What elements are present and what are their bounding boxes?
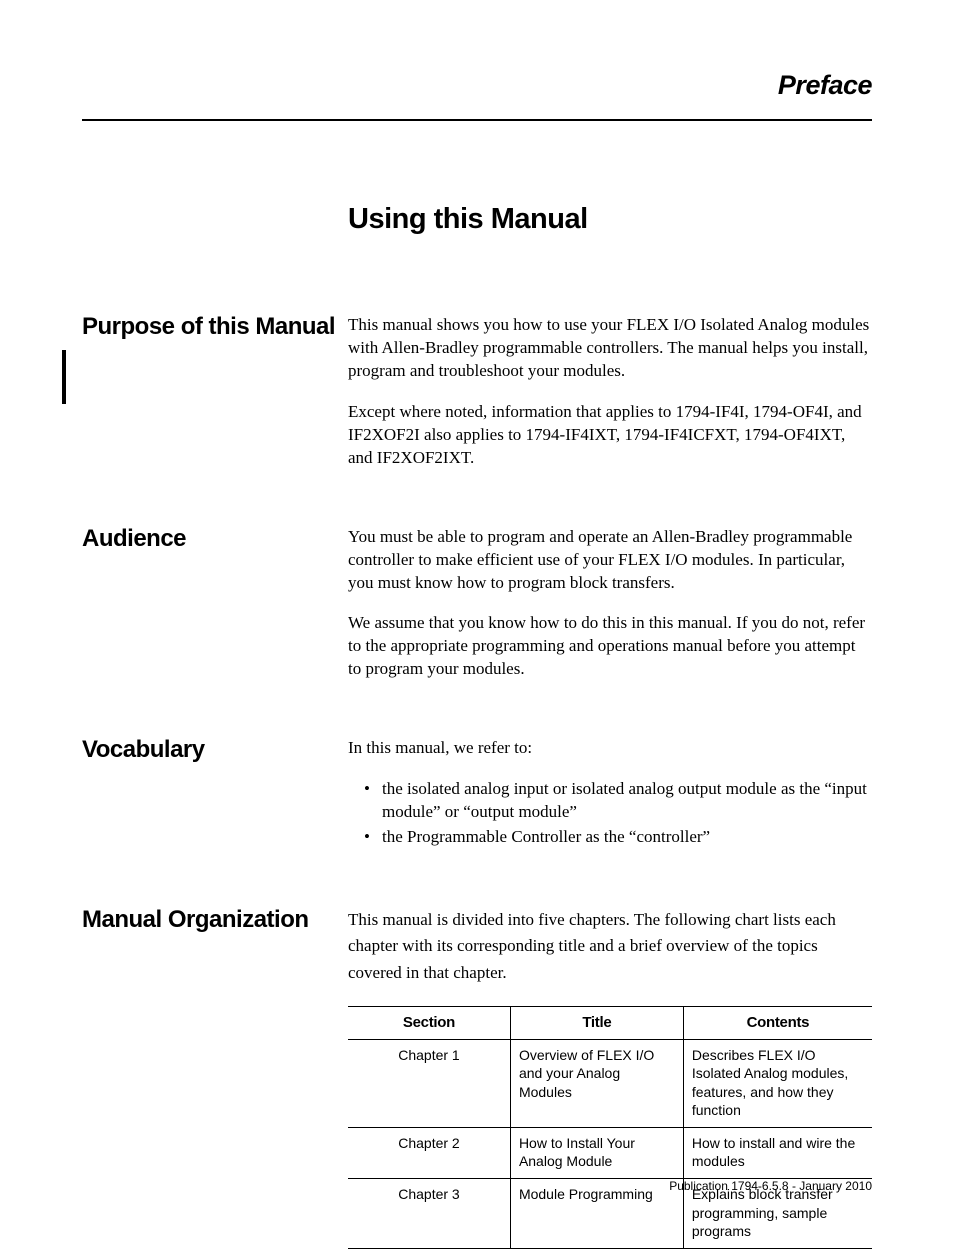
paragraph: In this manual, we refer to: — [348, 737, 872, 760]
section-vocabulary: Vocabulary In this manual, we refer to: … — [82, 737, 872, 851]
list-item: the isolated analog input or isolated an… — [382, 778, 872, 824]
table-row: Chapter 2 How to Install Your Analog Mod… — [348, 1128, 872, 1179]
list-item: the Programmable Controller as the “cont… — [382, 826, 872, 849]
cell-contents: Describes FLEX I/O Isolated Analog modul… — [683, 1040, 872, 1128]
cell-contents: How to install and wire the modules — [683, 1128, 872, 1179]
cell-title: Overview of FLEX I/O and your Analog Mod… — [510, 1040, 683, 1128]
body-organization: This manual is divided into five chapter… — [348, 907, 872, 1249]
col-title: Title — [510, 1007, 683, 1040]
col-contents: Contents — [683, 1007, 872, 1040]
paragraph: We assume that you know how to do this i… — [348, 612, 872, 681]
page-content: Using this Manual Purpose of this Manual… — [82, 203, 872, 1249]
running-head: Preface — [82, 70, 872, 101]
page-title: Using this Manual — [348, 203, 872, 236]
organization-table: Section Title Contents Chapter 1 Overvie… — [348, 1006, 872, 1249]
body-purpose: This manual shows you how to use your FL… — [348, 314, 872, 470]
table-row: Chapter 1 Overview of FLEX I/O and your … — [348, 1040, 872, 1128]
section-organization: Manual Organization This manual is divid… — [82, 907, 872, 1249]
cell-section: Chapter 3 — [348, 1179, 510, 1249]
section-audience: Audience You must be able to program and… — [82, 526, 872, 682]
heading-vocabulary: Vocabulary — [82, 737, 348, 763]
table-header-row: Section Title Contents — [348, 1007, 872, 1040]
section-purpose: Purpose of this Manual This manual shows… — [82, 314, 872, 470]
cell-title: How to Install Your Analog Module — [510, 1128, 683, 1179]
paragraph: This manual shows you how to use your FL… — [348, 314, 872, 383]
body-vocabulary: In this manual, we refer to: the isolate… — [348, 737, 872, 851]
cell-section: Chapter 2 — [348, 1128, 510, 1179]
col-section: Section — [348, 1007, 510, 1040]
publication-footer: Publication 1794-6.5.8 - January 2010 — [669, 1179, 872, 1193]
header-rule — [82, 119, 872, 121]
heading-purpose: Purpose of this Manual — [82, 314, 348, 340]
paragraph: Except where noted, information that app… — [348, 401, 872, 470]
heading-organization: Manual Organization — [82, 907, 348, 933]
paragraph: You must be able to program and operate … — [348, 526, 872, 595]
cell-section: Chapter 1 — [348, 1040, 510, 1128]
cell-title: Module Programming — [510, 1179, 683, 1249]
change-bar — [62, 350, 66, 404]
vocabulary-list: the isolated analog input or isolated an… — [348, 778, 872, 849]
heading-audience: Audience — [82, 526, 348, 552]
body-audience: You must be able to program and operate … — [348, 526, 872, 682]
paragraph: This manual is divided into five chapter… — [348, 907, 872, 986]
